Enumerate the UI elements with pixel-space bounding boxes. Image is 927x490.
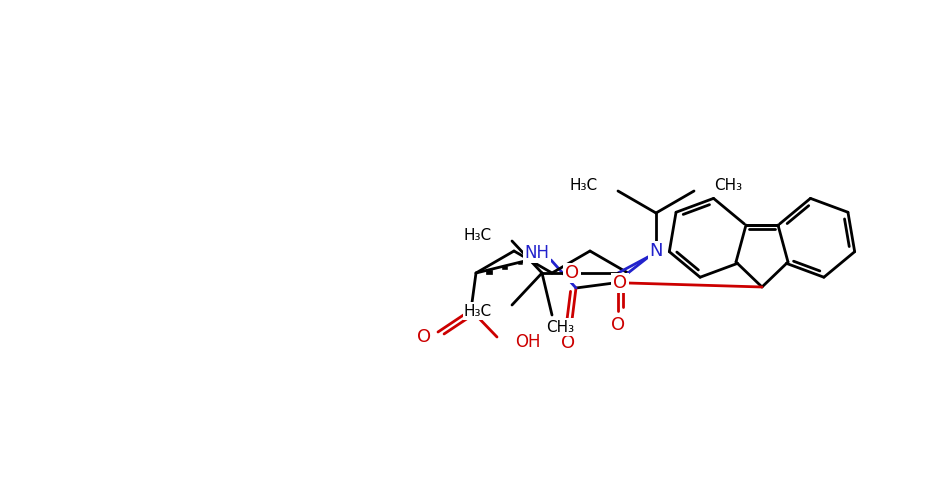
Text: OH: OH: [514, 333, 540, 351]
Text: O: O: [610, 316, 625, 334]
Text: O: O: [560, 334, 575, 352]
Text: NH: NH: [524, 244, 549, 262]
Text: H₃C: H₃C: [464, 303, 491, 318]
Text: CH₃: CH₃: [713, 178, 742, 194]
Text: O: O: [565, 264, 578, 282]
Text: H₃C: H₃C: [464, 227, 491, 243]
Text: H₃C: H₃C: [569, 178, 597, 194]
Text: O: O: [416, 328, 431, 346]
Text: N: N: [649, 242, 662, 260]
Text: O: O: [612, 274, 627, 292]
Text: CH₃: CH₃: [545, 319, 574, 335]
